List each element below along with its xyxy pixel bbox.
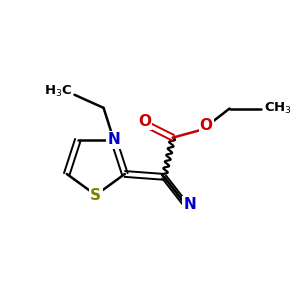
- Text: CH$_3$: CH$_3$: [264, 100, 292, 116]
- Text: N: N: [183, 197, 196, 212]
- Text: O: O: [200, 118, 213, 133]
- Text: N: N: [107, 132, 120, 147]
- Text: O: O: [138, 114, 151, 129]
- Text: S: S: [90, 188, 101, 202]
- Text: H$_3$C: H$_3$C: [44, 84, 72, 99]
